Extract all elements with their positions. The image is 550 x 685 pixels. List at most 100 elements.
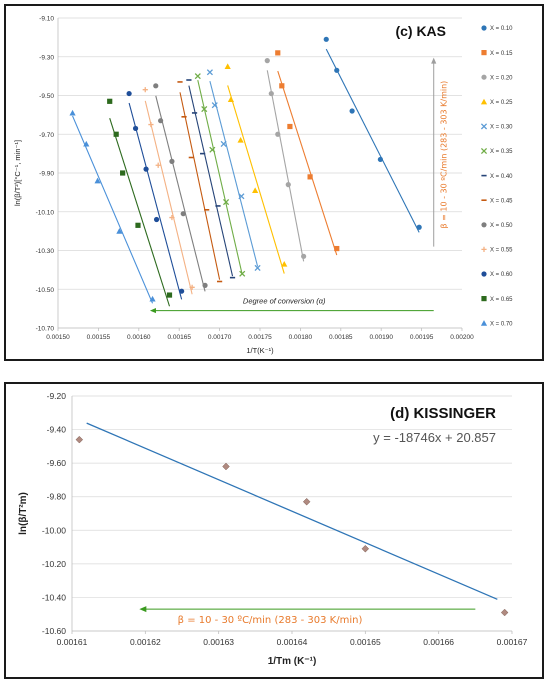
data-point	[149, 295, 156, 302]
heating-rate-label: β = 10 - 30 ºC/min (283 - 303 K/min)	[440, 81, 449, 229]
trend-line	[86, 422, 498, 600]
data-point	[227, 96, 235, 102]
data-point	[361, 544, 370, 553]
x-tick-label: 0.00185	[329, 334, 353, 341]
data-point	[158, 118, 164, 124]
trend-line	[325, 48, 420, 233]
trend-line	[109, 118, 171, 307]
y-tick-label: -9.40	[47, 425, 67, 435]
kas-chart: -9.10 -9.30 -9.50 -9.70 -9.90 -10.10 -10.30 -10…	[13, 16, 513, 356]
trend-line	[266, 70, 305, 262]
heating-rate-arrowhead	[431, 57, 437, 64]
data-point	[480, 98, 488, 105]
legend-label: X = 0.25	[490, 100, 513, 106]
legend-label: X = 0.30	[490, 125, 513, 131]
x-tick-label: 0.00180	[289, 334, 313, 341]
trend-line	[128, 102, 183, 300]
data-point	[238, 193, 245, 200]
data-point	[275, 50, 281, 56]
trend-line	[72, 115, 154, 304]
heating-rate-label: β = 10 - 30 ºC/min (283 - 303 K/min)	[178, 615, 363, 626]
data-point	[481, 50, 487, 56]
data-point	[279, 83, 285, 89]
y-tick-label: -10.60	[42, 626, 66, 636]
trend-line	[188, 85, 234, 277]
data-point	[142, 87, 148, 93]
data-point	[155, 162, 161, 168]
data-point	[194, 73, 201, 80]
trend-line	[179, 92, 221, 280]
y-axis-title: ln(β/T²)[°C⁻¹, min⁻¹]	[13, 140, 22, 206]
data-point	[254, 264, 261, 271]
data-point	[143, 166, 149, 172]
conversion-label: Degree of conversion (α)	[243, 297, 326, 306]
trendline-equation: y = -18746x + 20.857	[373, 430, 496, 445]
data-point	[224, 63, 231, 70]
y-tick-label: -9.60	[47, 458, 67, 468]
data-point	[481, 246, 487, 252]
x-tick-label: 0.00195	[410, 334, 434, 341]
y-tick-label: -10.50	[36, 287, 55, 294]
legend-label: X = 0.20	[490, 75, 513, 81]
x-tick-label: 0.00163	[203, 637, 234, 647]
x-tick-label: 0.00162	[130, 637, 161, 647]
legend-label: X = 0.45	[490, 198, 513, 204]
series-group	[107, 98, 173, 307]
data-point	[275, 131, 281, 137]
legend-label: X = 0.55	[490, 248, 513, 254]
data-point	[126, 90, 132, 97]
series-group	[186, 79, 236, 279]
series-group	[126, 90, 185, 300]
data-point	[107, 98, 113, 104]
trend-line	[227, 85, 285, 274]
y-tick-label: -10.30	[36, 248, 55, 255]
data-point	[120, 170, 126, 176]
legend-label: X = 0.10	[490, 26, 513, 32]
data-point	[132, 125, 139, 132]
y-tick-label: -10.10	[36, 209, 55, 216]
data-point	[94, 177, 101, 184]
series-group	[323, 36, 422, 233]
y-tick-label: -10.70	[36, 326, 55, 333]
data-point	[211, 102, 218, 109]
data-point	[301, 253, 307, 259]
data-point	[116, 228, 123, 234]
data-point	[148, 121, 154, 128]
x-axis-title: 1/T(K⁻¹)	[246, 346, 274, 355]
data-point	[264, 58, 270, 64]
x-tick-label: 0.00166	[423, 637, 454, 647]
data-point	[206, 69, 213, 76]
trend-line	[277, 70, 338, 256]
data-point	[281, 260, 288, 267]
data-point	[75, 435, 84, 444]
series-group	[69, 109, 156, 304]
series-group	[264, 58, 307, 262]
x-tick-label: 0.00155	[87, 334, 111, 341]
legend-label: X = 0.40	[490, 174, 513, 180]
data-point	[334, 67, 340, 73]
data-point	[69, 109, 76, 116]
legend-label: X = 0.35	[490, 149, 513, 155]
data-point	[287, 123, 293, 130]
data-point	[334, 245, 340, 252]
x-tick-label: 0.00167	[497, 637, 528, 647]
legend-label: X = 0.15	[490, 51, 513, 57]
y-axis-title: ln(β/T²m)	[18, 492, 29, 535]
data-point	[285, 182, 291, 188]
trend-line	[144, 100, 193, 295]
x-tick-label: 0.00165	[350, 637, 381, 647]
kissinger-panel: -9.20 -9.40 -9.60 -9.80 -10.00 -10.20 -10.40 -1…	[4, 382, 544, 679]
data-point	[302, 497, 311, 506]
data-point	[169, 214, 175, 221]
data-point	[252, 187, 259, 194]
data-point	[169, 158, 175, 164]
chart-title: (c) KAS	[395, 23, 446, 39]
series-group	[194, 73, 246, 277]
data-point	[481, 74, 487, 80]
conversion-arrowhead	[149, 307, 156, 314]
legend-label: X = 0.50	[490, 223, 513, 229]
data-point	[239, 270, 246, 277]
data-point	[307, 174, 313, 180]
y-tick-label: -9.80	[47, 492, 67, 502]
data-point	[268, 90, 274, 97]
